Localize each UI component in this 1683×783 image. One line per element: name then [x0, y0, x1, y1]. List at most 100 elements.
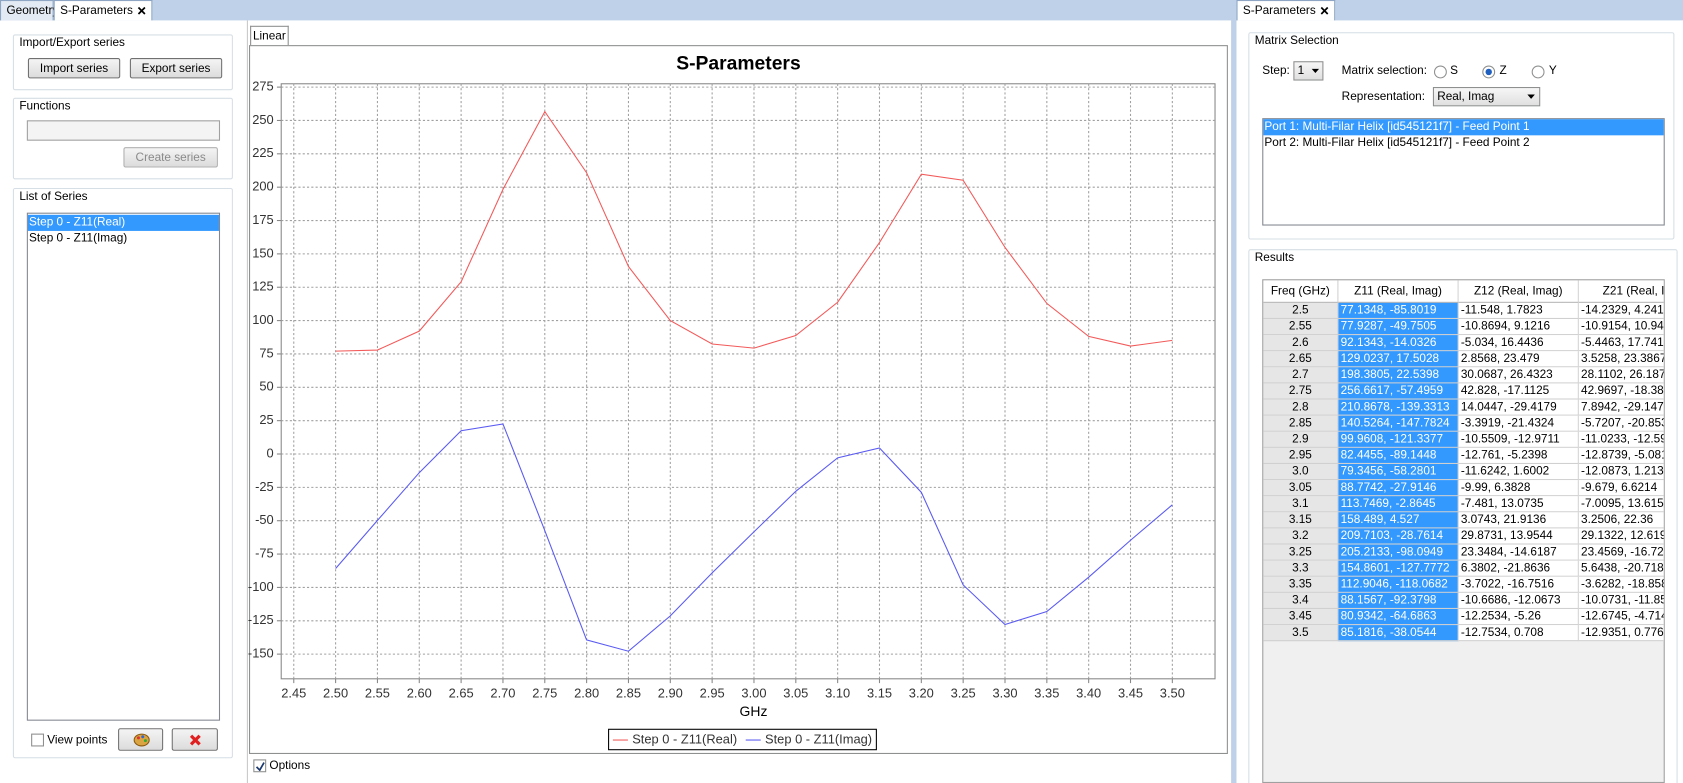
tab[interactable]: Geometry [0, 0, 58, 21]
table-cell: 2.75 [1263, 383, 1339, 400]
group-title: Matrix Selection [1254, 34, 1339, 48]
label: Representation: [1341, 90, 1426, 104]
table-cell: 28.1102, 26.187 [1578, 367, 1664, 384]
checkbox-label: Options [269, 759, 311, 773]
checkbox-label: View points [47, 733, 108, 747]
table-cell: 14.0447, -29.4179 [1458, 399, 1579, 416]
close-icon[interactable] [137, 6, 146, 15]
radio[interactable] [1531, 65, 1545, 79]
chart-panel [246, 20, 1230, 783]
table-cell: 3.5 [1263, 625, 1339, 642]
group-title: Import/Export series [19, 36, 125, 50]
radio-label: S [1450, 64, 1458, 78]
table-cell: 5.6438, -20.7181 [1578, 560, 1664, 577]
radio-label: Z [1499, 64, 1507, 78]
list: Step 0 - Z11(Real) Step 0 - Z11(Imag) [26, 212, 221, 721]
table-cell: 6.3802, -21.8636 [1458, 560, 1579, 577]
button[interactable]: Import series [27, 57, 121, 79]
table-cell: -12.6745, -4.714 [1578, 608, 1664, 626]
table-cell: 77.1348, -85.8019 [1338, 302, 1459, 319]
table-cell: 3.25 [1263, 544, 1339, 561]
table-cell: 2.7 [1263, 367, 1339, 384]
radio-dot [1485, 68, 1492, 76]
table-cell: 30.0687, 26.4323 [1458, 367, 1579, 384]
group: Matrix Selection [1248, 32, 1675, 240]
table-cell: -9.679, 6.6214 [1578, 480, 1664, 497]
tab[interactable]: S-Parameters [1236, 0, 1336, 21]
table-cell: -10.9154, 10.946 [1578, 318, 1664, 336]
button[interactable]: Export series [129, 57, 223, 79]
table-cell: 29.1322, 12.6197 [1578, 528, 1664, 545]
label: Matrix selection: [1341, 64, 1427, 78]
list-item[interactable]: Step 0 - Z11(Imag) [28, 231, 128, 245]
group: Functions [12, 97, 233, 180]
dropdown-arrow [1527, 94, 1535, 99]
icon-button[interactable] [171, 728, 218, 751]
table-cell: 3.2 [1263, 528, 1339, 545]
table-cell: -10.0731, -11.85 [1578, 592, 1664, 609]
table-cell: -11.6242, 1.6002 [1458, 463, 1579, 481]
table-cell: 113.7469, -2.8645 [1338, 496, 1459, 513]
table-cell: 2.85 [1263, 415, 1339, 432]
table-cell: -10.6686, -12.0673 [1458, 592, 1579, 609]
table-cell: 23.4569, -16.728 [1578, 544, 1664, 561]
table-cell: 80.9342, -64.6863 [1338, 608, 1459, 626]
tab-strip [0, 0, 1683, 21]
table-cell: 210.8678, -139.3313 [1338, 399, 1459, 416]
group-title: Results [1254, 251, 1295, 265]
icon-button[interactable] [118, 728, 164, 751]
splitter [1231, 0, 1237, 783]
list-item[interactable]: Port 2: Multi-Filar Helix [id545121f7] -… [1264, 136, 1530, 150]
button[interactable]: Create series [123, 147, 218, 168]
table-cell: 140.5264, -147.7824 [1338, 415, 1459, 432]
table-cell: 154.8601, -127.7772 [1338, 560, 1459, 577]
group: Import/Export series [12, 34, 233, 91]
label: Step: [1262, 64, 1290, 78]
radio[interactable] [1433, 65, 1447, 79]
text-input[interactable] [26, 120, 221, 141]
table-cell: 112.9046, -118.0682 [1338, 576, 1459, 593]
list-item[interactable]: Port 1: Multi-Filar Helix [id545121f7] -… [1263, 119, 1664, 136]
table-cell: -7.0095, 13.6151 [1578, 496, 1664, 513]
table-cell: 92.1343, -14.0326 [1338, 335, 1459, 352]
close-icon[interactable] [1320, 6, 1329, 15]
table-cell: 42.9697, -18.380 [1578, 383, 1664, 400]
table-cell: 3.35 [1263, 576, 1339, 593]
column-header: Freq (GHz) [1263, 280, 1339, 303]
table-cell: 88.7742, -27.9146 [1338, 480, 1459, 497]
table-cell: -12.8739, -5.081 [1578, 447, 1664, 464]
table-cell: -3.6282, -18.858 [1578, 576, 1664, 593]
table-cell: 82.4455, -89.1448 [1338, 447, 1459, 464]
checkbox[interactable] [31, 733, 45, 747]
table-cell: -12.761, -5.2398 [1458, 447, 1579, 464]
radio[interactable] [1482, 65, 1496, 79]
checkbox[interactable] [253, 759, 267, 773]
list-item[interactable]: Step 0 - Z11(Real) [27, 214, 219, 231]
group-title: List of Series [19, 190, 88, 203]
table-cell: -3.3919, -21.4324 [1458, 415, 1579, 432]
tab-label: S-Parameters [1242, 4, 1316, 18]
table-cell: -14.2329, 4.2415 [1578, 302, 1664, 319]
table-cell: 88.1567, -92.3798 [1338, 592, 1459, 609]
dropdown[interactable]: 1 [1293, 61, 1324, 81]
table-cell: 29.8731, 13.9544 [1458, 528, 1579, 545]
table-cell: 158.489, 4.527 [1338, 512, 1459, 529]
dropdown-arrow [1311, 68, 1320, 74]
table-cell: -12.9351, 0.7763 [1578, 625, 1664, 642]
table-cell: 3.2506, 22.36 [1578, 512, 1664, 529]
table-cell: 42.828, -17.1125 [1458, 383, 1579, 400]
dropdown[interactable]: Real, Imag [1432, 86, 1541, 107]
table-cell: 23.3484, -14.6187 [1458, 544, 1579, 561]
chart-tab[interactable]: Linear [250, 25, 289, 47]
table-cell: 2.8 [1263, 399, 1339, 416]
table-cell: 198.3805, 22.5398 [1338, 367, 1459, 384]
table-cell: 3.4 [1263, 592, 1339, 609]
palette-icon [133, 733, 150, 747]
table-cell: 3.3 [1263, 560, 1339, 577]
port-list: Port 1: Multi-Filar Helix [id545121f7] -… [1262, 118, 1665, 226]
tab[interactable]: S-Parameters [53, 0, 153, 21]
table-cell: -3.7022, -16.7516 [1458, 576, 1579, 593]
table-cell: -5.4463, 17.7414 [1578, 335, 1664, 352]
table-cell: -12.0873, 1.2137 [1578, 463, 1664, 481]
